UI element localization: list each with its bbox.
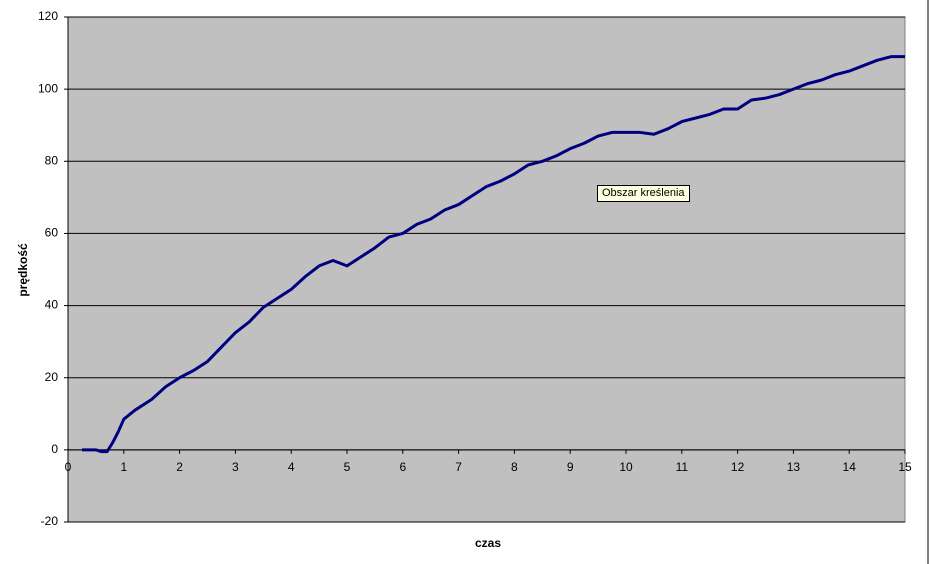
x-tick-label: 6 [399,460,406,474]
x-tick-label: 0 [65,460,72,474]
x-tick-label: 8 [511,460,518,474]
y-tick-label: 60 [45,226,59,240]
plot-area [67,16,906,523]
x-tick-label: 9 [567,460,574,474]
x-tick-label: 2 [176,460,183,474]
x-tick-label: 10 [619,460,633,474]
x-tick-label: 1 [120,460,127,474]
y-tick-label: 0 [51,442,58,456]
x-tick-label: 12 [731,460,745,474]
data-line [81,55,905,454]
x-tick-label: 4 [288,460,295,474]
y-tick-label: 120 [38,9,58,23]
x-tick-label: 5 [344,460,351,474]
x-tick-label: 7 [455,460,462,474]
y-tick-label: 20 [45,370,59,384]
x-tick-label: 3 [232,460,239,474]
x-tick-label: 15 [898,460,912,474]
y-tick-label: 100 [38,81,58,95]
y-tick-label: -20 [41,514,59,528]
x-tick-label: 14 [843,460,857,474]
x-axis-title: czas [475,536,501,550]
y-tick-label: 40 [45,298,59,312]
tooltip: Obszar kreślenia [597,185,690,202]
y-axis-title: prędkość [16,243,30,297]
x-tick-label: 11 [676,460,689,474]
y-tick-label: 80 [45,153,59,167]
x-tick-label: 13 [787,460,801,474]
